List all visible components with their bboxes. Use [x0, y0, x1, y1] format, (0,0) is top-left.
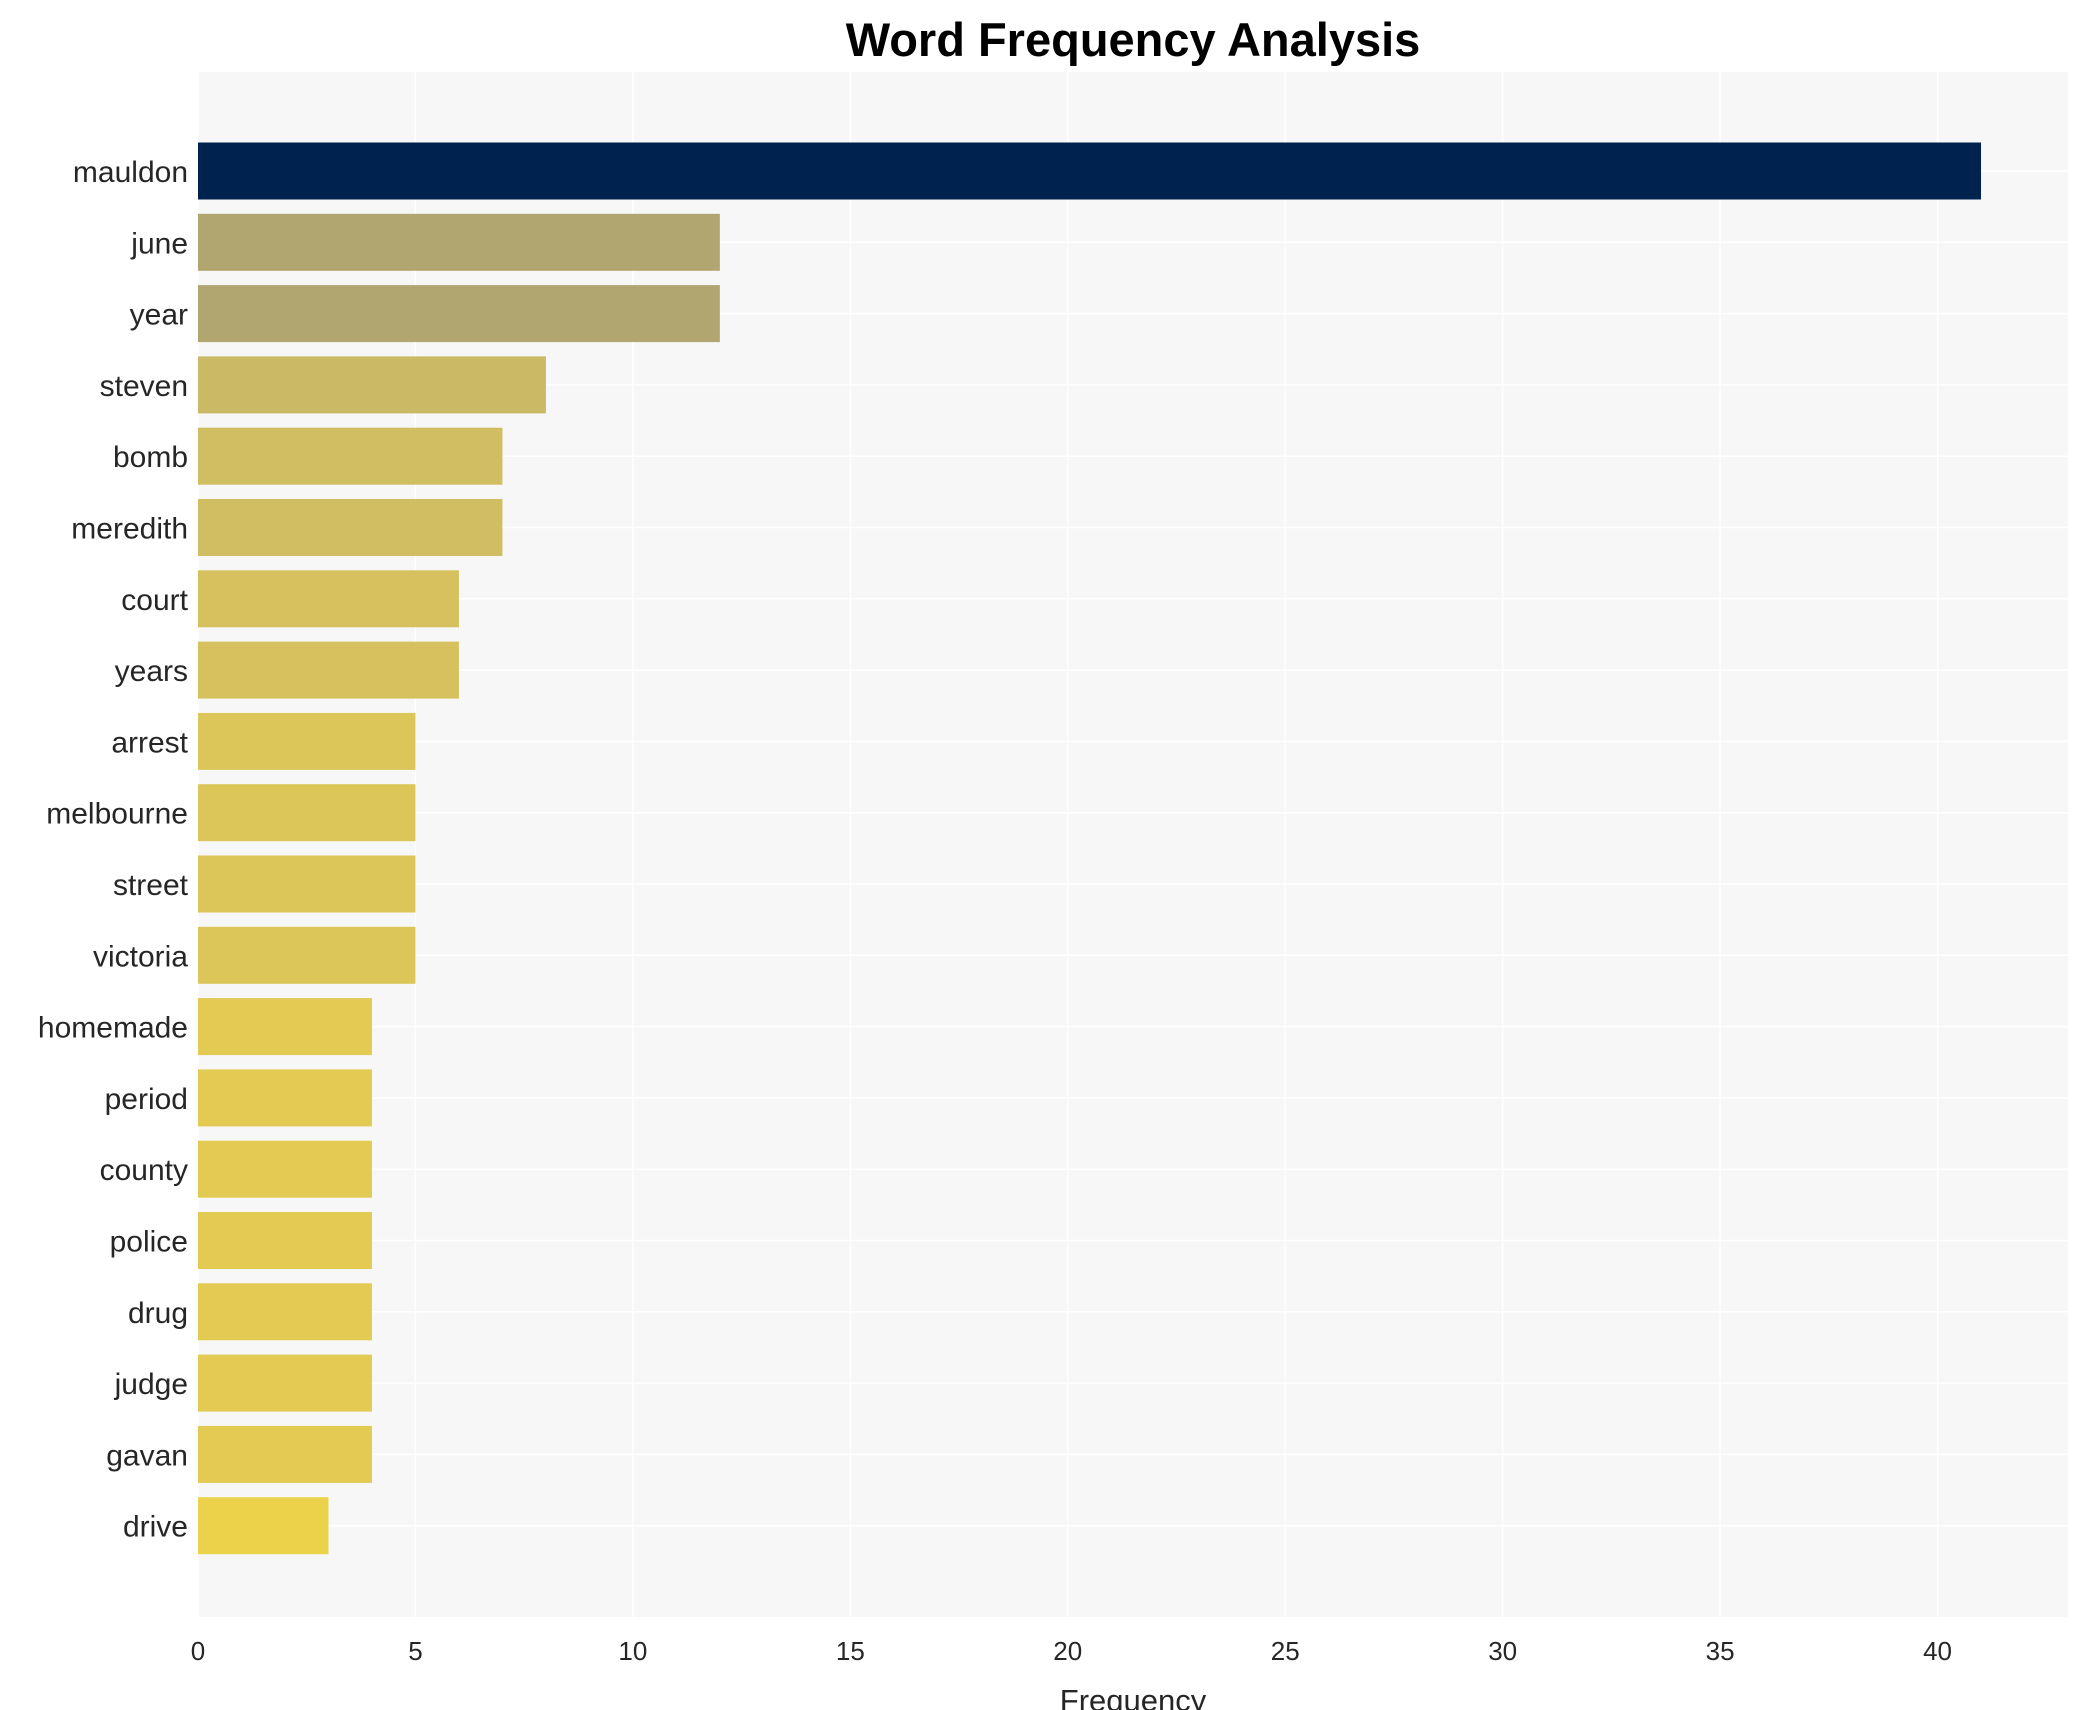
bar-melbourne [198, 784, 416, 842]
y-tick-label-melbourne: melbourne [46, 798, 188, 831]
bar-steven [198, 356, 546, 414]
x-tick-label: 15 [836, 1636, 865, 1666]
bar-years [198, 641, 459, 699]
x-tick-label: 0 [191, 1636, 205, 1666]
x-tick-label: 40 [1923, 1636, 1952, 1666]
x-tick-label: 5 [408, 1636, 422, 1666]
chart-title: Word Frequency Analysis [846, 13, 1421, 66]
x-tick-label: 35 [1706, 1636, 1735, 1666]
y-tick-labels: mauldon june year steven bomb meredith court ye… [38, 156, 189, 1544]
y-tick-label-victoria: victoria [93, 940, 188, 973]
bar-arrest [198, 712, 416, 770]
bar-year [198, 285, 720, 343]
x-tick-label: 30 [1488, 1636, 1517, 1666]
bar-homemade [198, 998, 372, 1056]
y-tick-label-bomb: bomb [113, 441, 188, 474]
y-tick-label-years: years [115, 655, 188, 688]
bar-drive [198, 1497, 329, 1555]
y-tick-label-steven: steven [100, 370, 188, 403]
y-tick-label-police: police [110, 1226, 188, 1259]
bar-mauldon [198, 142, 1982, 200]
bar-street [198, 855, 416, 913]
y-tick-label-june: june [130, 227, 188, 260]
y-tick-label-mauldon: mauldon [73, 156, 188, 189]
x-tick-label: 25 [1271, 1636, 1300, 1666]
bars [198, 142, 1982, 1555]
y-tick-label-drug: drug [128, 1297, 188, 1330]
y-tick-label-street: street [113, 869, 189, 902]
bar-victoria [198, 926, 416, 984]
bar-period [198, 1069, 372, 1127]
y-tick-label-court: court [121, 584, 188, 617]
y-tick-label-arrest: arrest [111, 726, 188, 759]
y-tick-label-drive: drive [123, 1511, 188, 1544]
y-tick-label-county: county [100, 1154, 188, 1187]
y-tick-label-homemade: homemade [38, 1012, 188, 1045]
x-tick-label: 20 [1053, 1636, 1082, 1666]
bar-judge [198, 1354, 372, 1412]
bar-county [198, 1140, 372, 1198]
bar-court [198, 570, 459, 628]
x-tick-labels: 0 5 10 15 20 25 30 35 40 [191, 1636, 1952, 1666]
y-tick-label-period: period [105, 1083, 188, 1116]
bar-bomb [198, 427, 503, 485]
x-axis-label: Frequency [1060, 1683, 1207, 1710]
y-tick-label-meredith: meredith [71, 513, 188, 546]
y-tick-label-judge: judge [114, 1368, 188, 1401]
bar-gavan [198, 1425, 372, 1483]
bar-june [198, 213, 720, 271]
bar-drug [198, 1283, 372, 1341]
x-tick-label: 10 [618, 1636, 647, 1666]
bar-police [198, 1212, 372, 1269]
bar-meredith [198, 499, 503, 556]
y-tick-label-gavan: gavan [106, 1439, 188, 1472]
y-tick-label-year: year [130, 299, 188, 332]
